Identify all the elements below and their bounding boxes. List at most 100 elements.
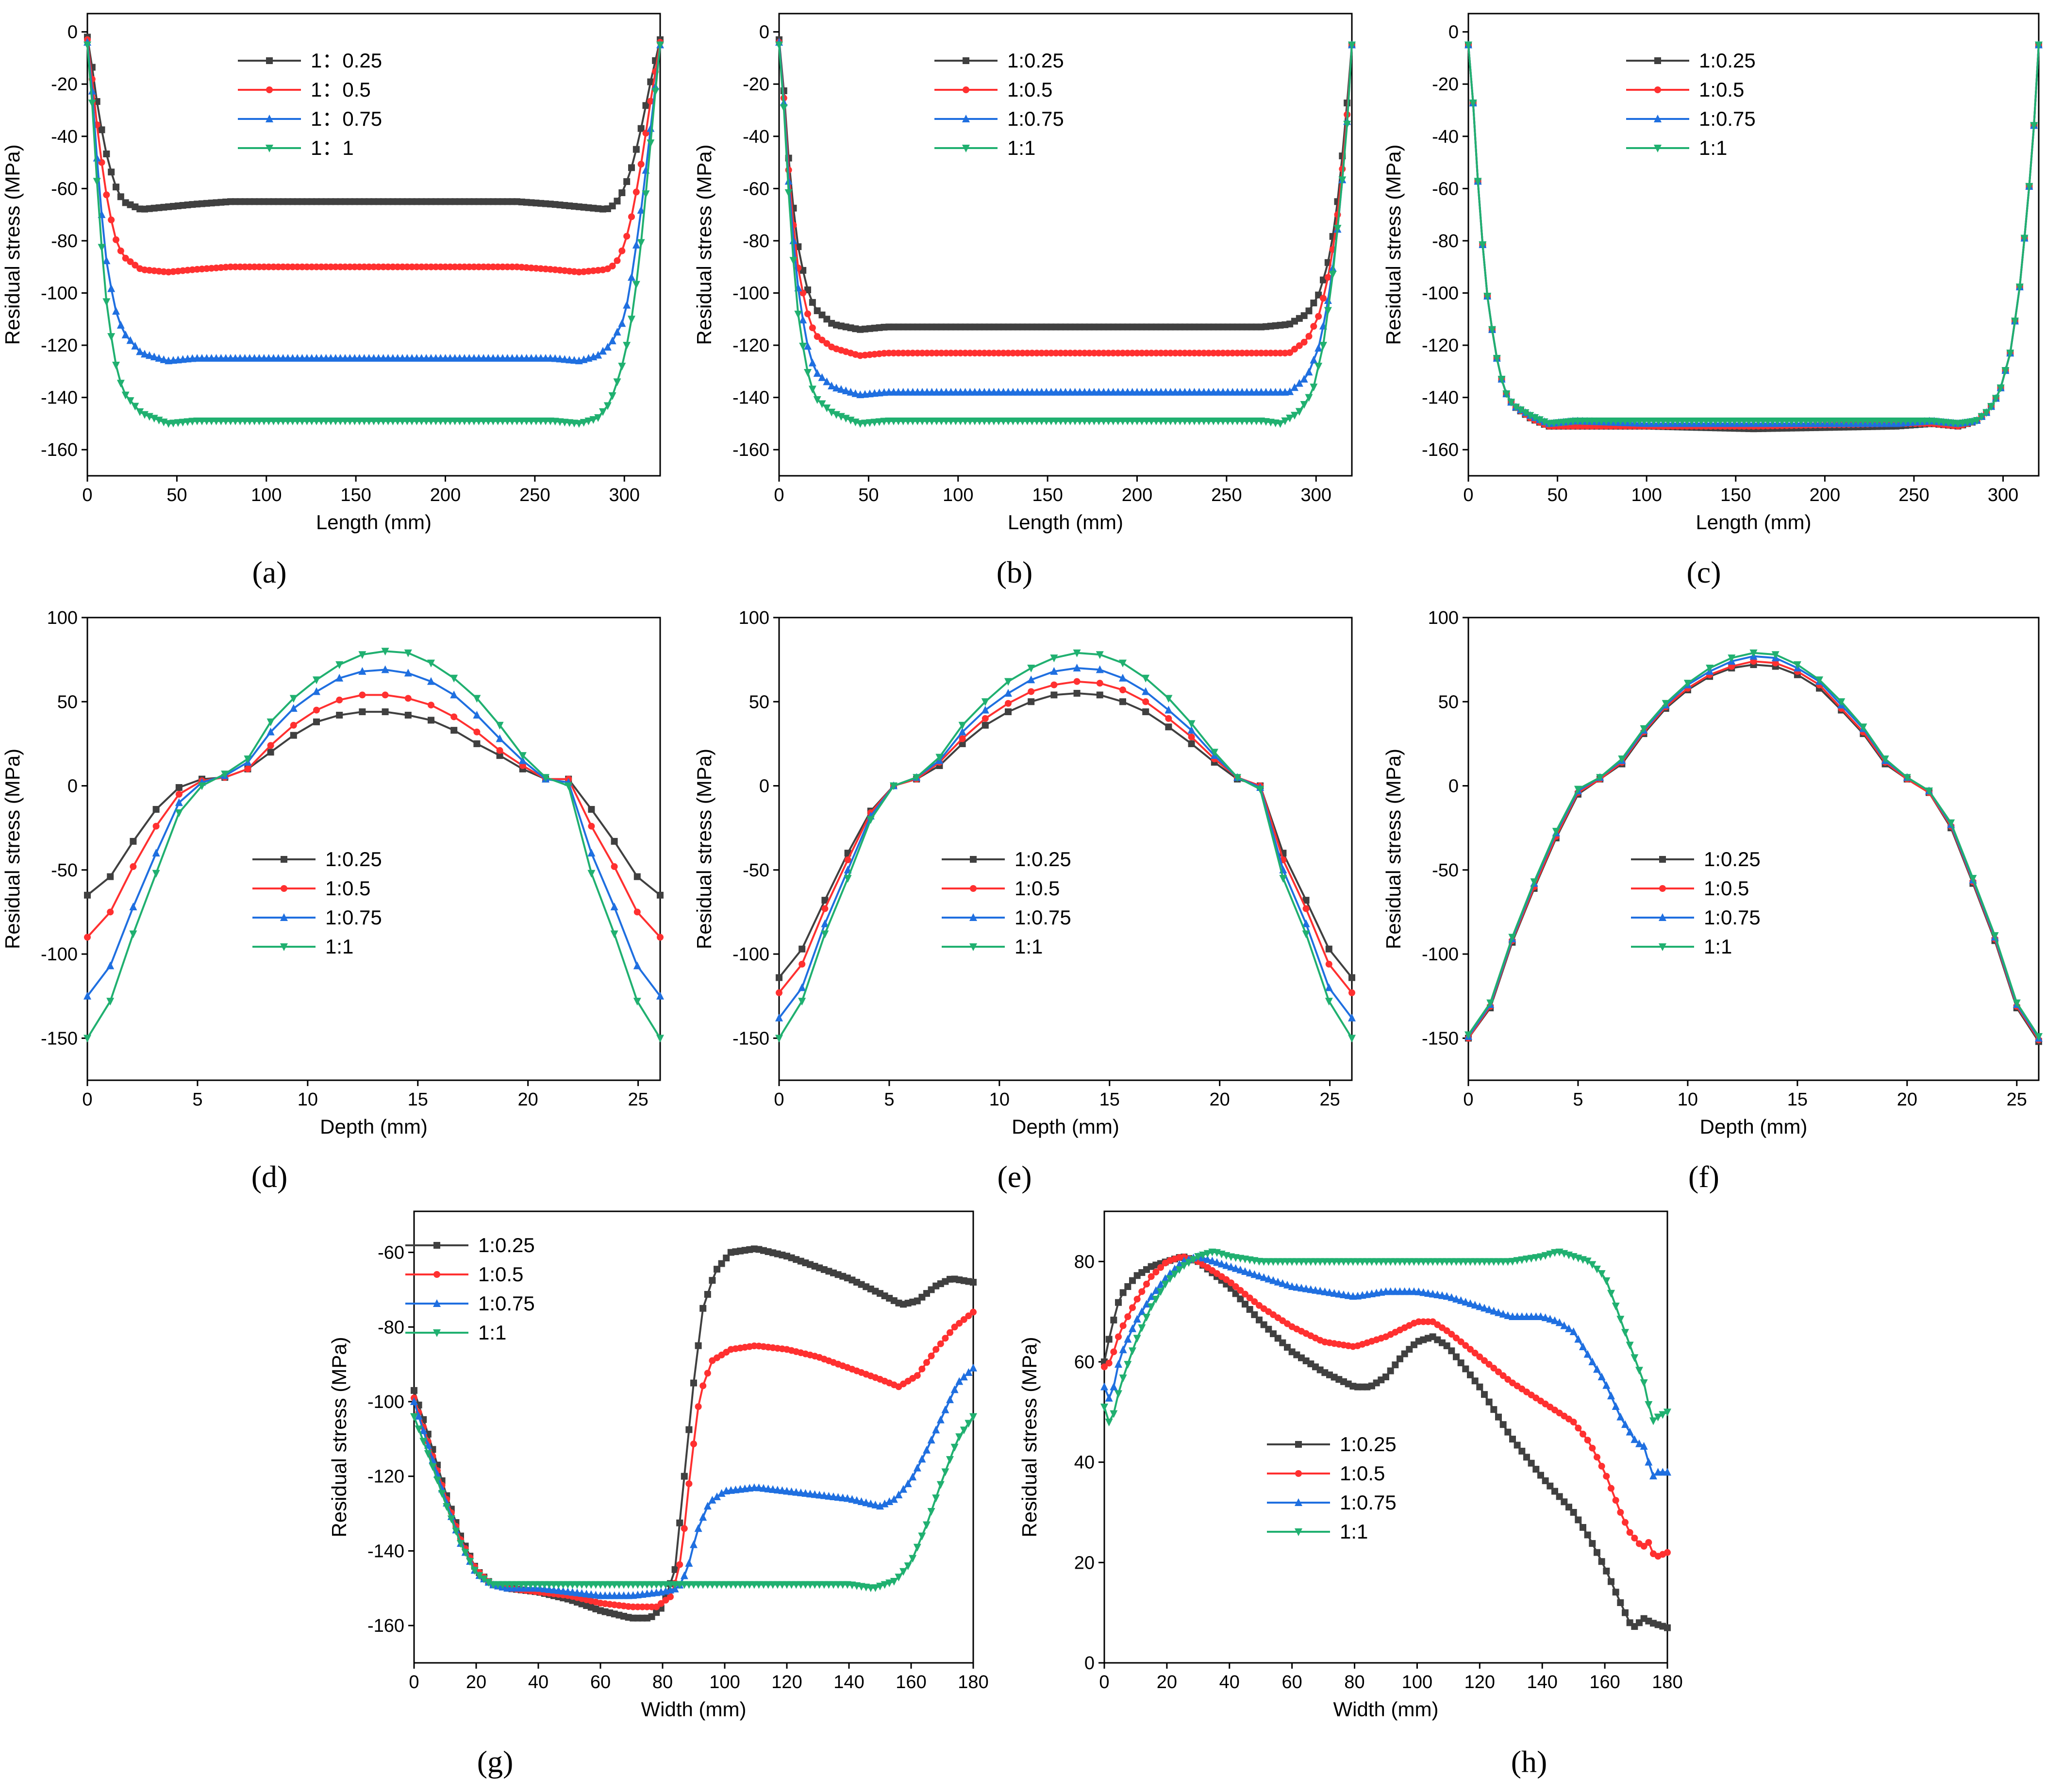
legend-marker: [1295, 1441, 1302, 1448]
data-point: [1348, 1013, 1356, 1022]
data-point: [797, 1488, 805, 1496]
data-point: [1664, 1624, 1671, 1631]
data-point: [1319, 342, 1327, 350]
data-point: [93, 178, 101, 186]
x-tick-label: 20: [1157, 1672, 1177, 1692]
data-point: [1537, 1253, 1545, 1261]
data-point: [112, 307, 120, 315]
data-point: [1300, 338, 1308, 346]
x-tick-label: 140: [833, 1672, 864, 1692]
series-line: [778, 680, 1353, 994]
data-point: [1338, 176, 1347, 184]
y-tick-label: -160: [41, 440, 78, 460]
series-line: [1467, 45, 2040, 430]
data-point: [599, 347, 607, 355]
data-point: [671, 1566, 679, 1573]
data-point: [336, 696, 343, 703]
y-tick-label: -40: [51, 127, 78, 147]
data-point: [1462, 1298, 1470, 1306]
data-point: [1073, 649, 1081, 657]
data-point: [1291, 383, 1298, 391]
data-point: [1073, 663, 1081, 671]
y-tick-label: 80: [1074, 1252, 1095, 1272]
data-point: [1903, 774, 1911, 782]
y-tick-label: -100: [1422, 284, 1459, 304]
data-point: [152, 806, 160, 813]
data-point: [1382, 1373, 1389, 1380]
data-point: [933, 350, 940, 357]
data-point: [1095, 350, 1102, 357]
data-point: [496, 752, 503, 759]
series-2: [776, 39, 1355, 359]
data-point: [923, 350, 931, 357]
data-point: [450, 674, 458, 683]
data-point: [981, 705, 989, 714]
data-point: [108, 168, 115, 176]
legend-label: 1:0.25: [325, 848, 382, 871]
legend: 1:0.25 1:0.5 1:0.75 1:1: [1631, 848, 1761, 958]
data-point: [776, 989, 782, 996]
data-point: [1443, 1327, 1450, 1334]
data-point: [1175, 1260, 1183, 1268]
data-point: [1310, 299, 1317, 306]
data-point: [1114, 350, 1122, 357]
data-point: [1062, 350, 1069, 357]
data-point: [1129, 1304, 1136, 1311]
data-point: [1552, 828, 1560, 836]
legend-label: 1：0.75: [311, 107, 382, 130]
data-point: [1490, 1306, 1498, 1315]
data-point: [1091, 350, 1098, 357]
data-point: [628, 316, 635, 324]
data-point: [126, 397, 134, 405]
data-point: [1659, 1411, 1667, 1419]
data-point: [633, 961, 641, 970]
data-point: [811, 1490, 819, 1498]
data-point: [1133, 1335, 1141, 1343]
legend: 1:0.25 1:0.5 1:0.75 1:1: [942, 848, 1071, 958]
x-tick-label: 150: [1720, 485, 1751, 505]
data-point: [359, 708, 366, 716]
legend-marker: [962, 115, 970, 122]
data-point: [780, 104, 788, 112]
data-point: [634, 1603, 641, 1610]
data-point: [1248, 350, 1255, 357]
data-point: [1635, 1367, 1643, 1375]
x-tick-label: 0: [1099, 1672, 1109, 1692]
data-point: [461, 263, 468, 270]
data-point: [1343, 120, 1351, 129]
data-point: [798, 998, 806, 1006]
data-point: [1203, 1250, 1212, 1258]
x-tick-label: 5: [192, 1089, 202, 1110]
plot-frame: [1467, 13, 2040, 477]
data-point: [1279, 875, 1287, 883]
data-point: [1593, 1265, 1601, 1273]
data-point: [165, 420, 173, 428]
data-point: [1119, 659, 1127, 668]
y-tick-label: -140: [1422, 388, 1459, 408]
y-axis-label: Residual stress (MPa): [693, 144, 715, 345]
data-point: [470, 1567, 479, 1575]
data-point: [1199, 1251, 1207, 1259]
data-point: [775, 41, 783, 50]
data-point: [1038, 350, 1045, 357]
legend: 1:0.25 1:0.5 1:0.75 1:1: [934, 49, 1064, 159]
legend-marker: [433, 1271, 440, 1278]
data-point: [1626, 1529, 1633, 1536]
data-point: [1124, 350, 1131, 357]
legend-marker: [266, 86, 273, 93]
data-point: [131, 341, 139, 350]
legend-marker: [1654, 145, 1662, 152]
data-point: [485, 263, 492, 270]
data-point: [108, 216, 115, 223]
x-tick-label: 180: [958, 1672, 988, 1692]
data-point: [960, 1316, 967, 1323]
data-point: [630, 1603, 637, 1610]
data-point: [1321, 1287, 1329, 1295]
legend-marker: [1659, 913, 1666, 921]
data-point: [1028, 698, 1035, 705]
data-point: [1513, 1257, 1521, 1265]
data-point: [1129, 1324, 1136, 1332]
data-point: [290, 732, 297, 739]
data-point: [1105, 1419, 1113, 1426]
data-point: [951, 1323, 958, 1331]
